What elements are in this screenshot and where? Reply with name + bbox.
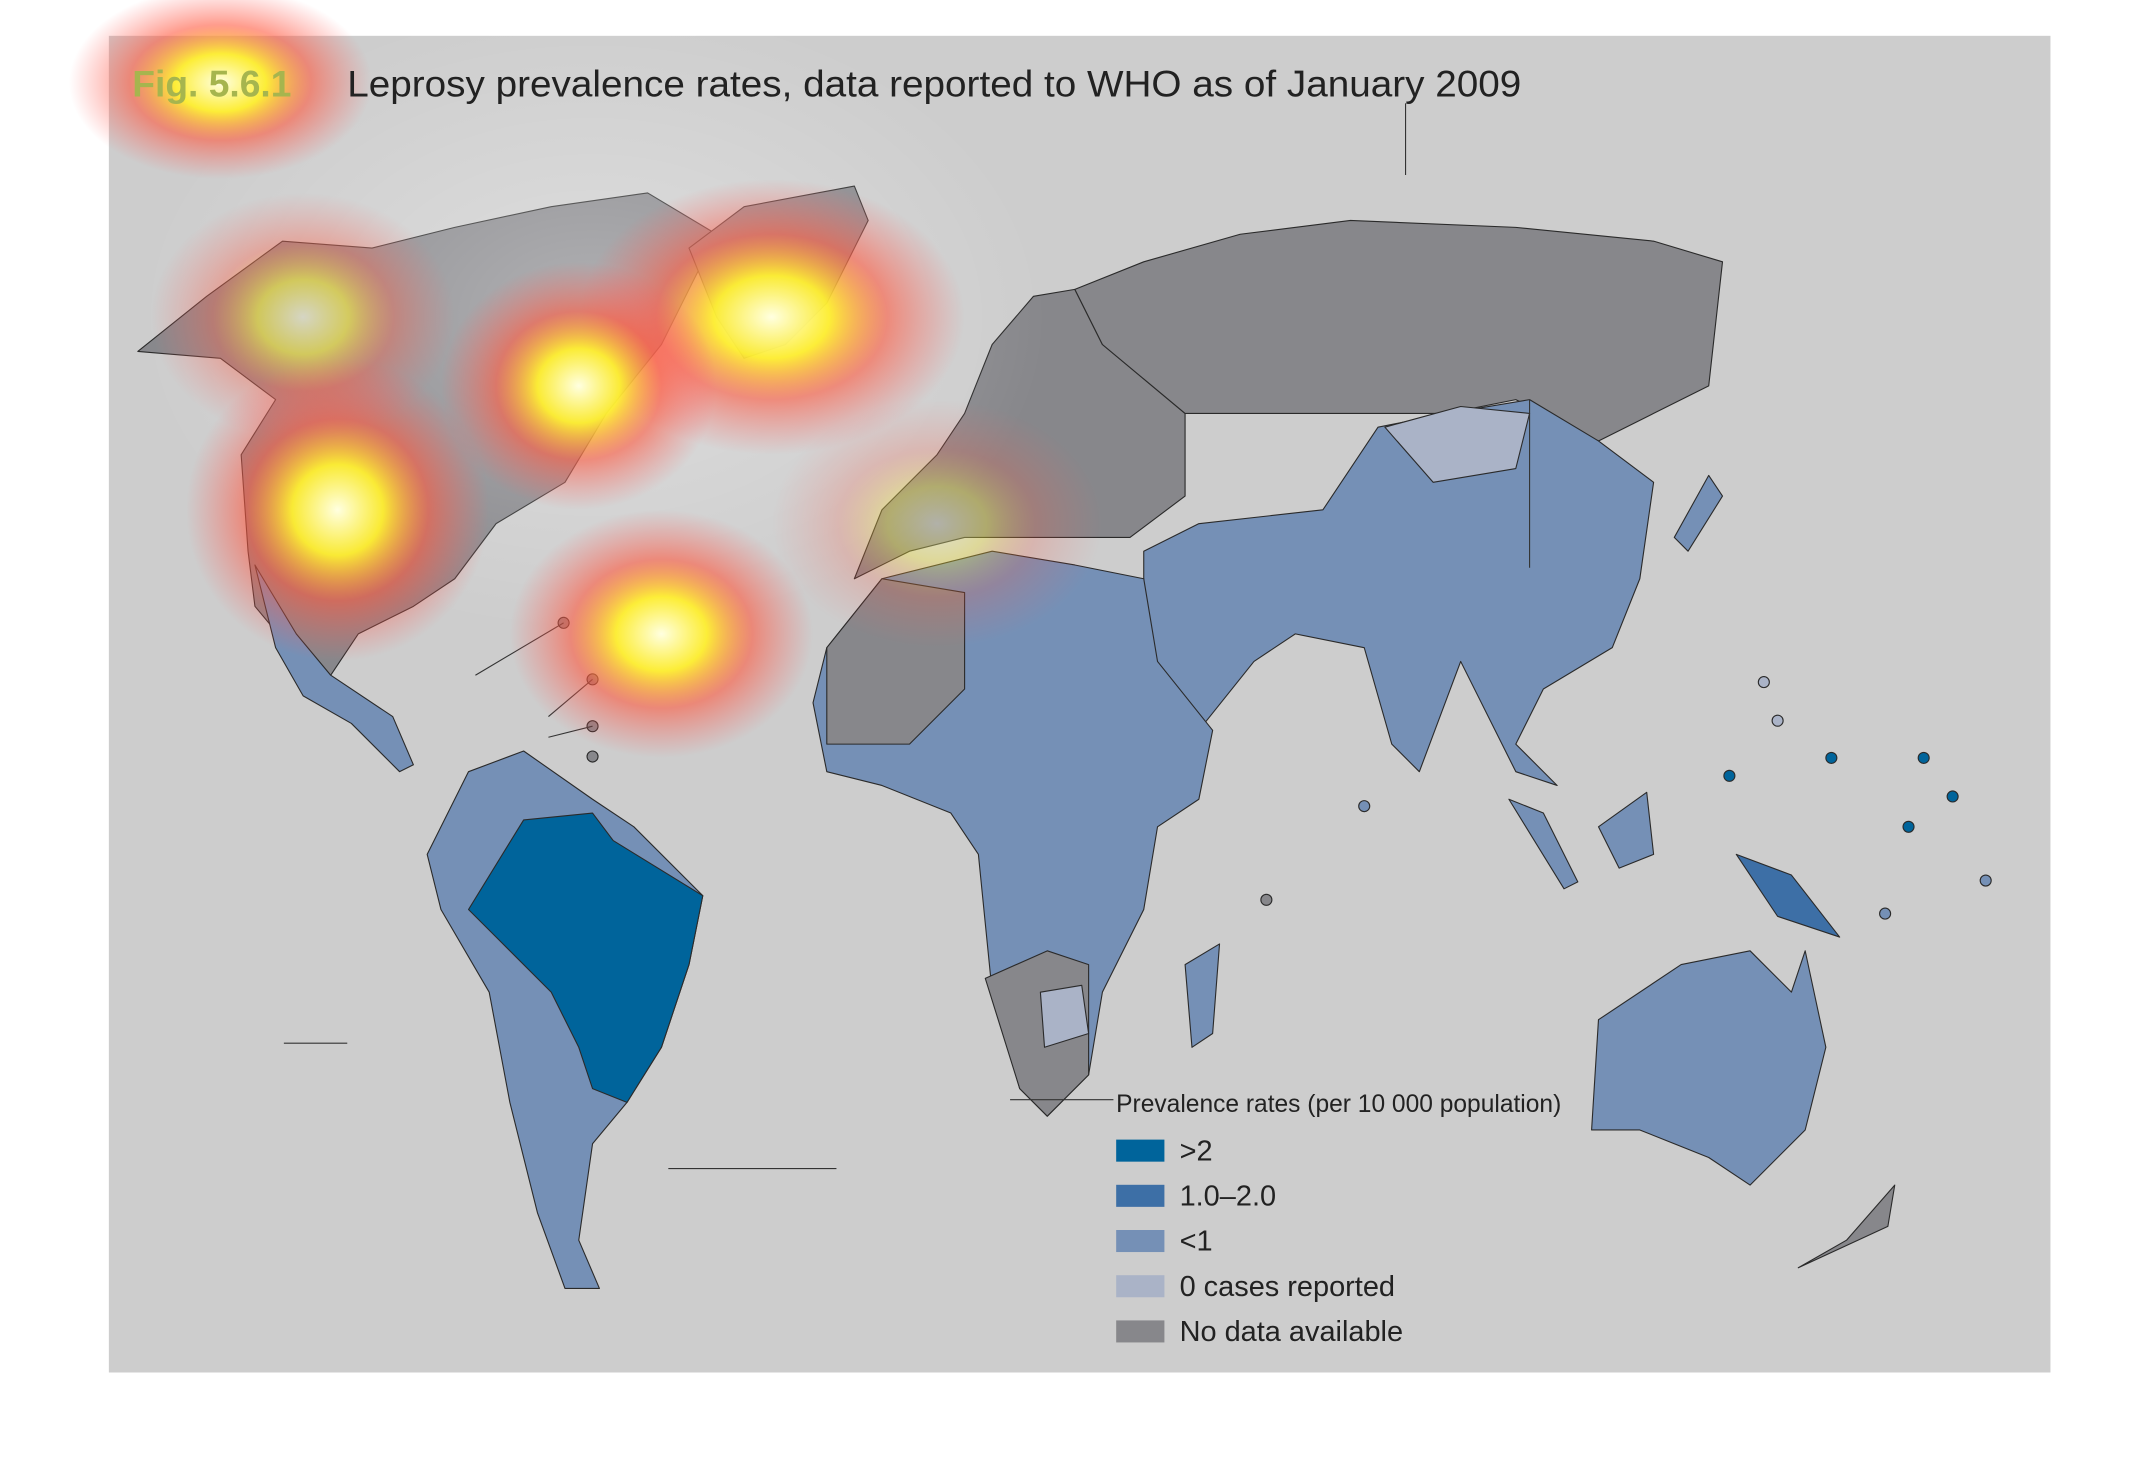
borneo xyxy=(1597,791,1655,869)
legend-label: 1.0–2.0 xyxy=(1180,1180,1277,1212)
mongolia xyxy=(1384,405,1531,483)
new-zealand xyxy=(1797,1184,1896,1269)
island xyxy=(1902,820,1915,833)
island xyxy=(1979,874,1992,887)
island xyxy=(1946,790,1959,803)
island xyxy=(1723,769,1736,782)
island xyxy=(1879,907,1892,920)
map-figure: Fig. 5.6.1 Leprosy prevalence rates, dat… xyxy=(68,0,2051,1373)
legend-label: No data available xyxy=(1180,1316,1404,1348)
legend-swatch xyxy=(1116,1184,1165,1207)
island xyxy=(1771,714,1784,727)
brazil xyxy=(467,812,704,1103)
island xyxy=(1260,893,1273,906)
japan xyxy=(1673,474,1724,552)
island xyxy=(1358,800,1371,813)
legend-label: <1 xyxy=(1180,1226,1213,1258)
legend-swatch xyxy=(1116,1275,1165,1298)
madagascar xyxy=(1184,943,1221,1048)
sumatra xyxy=(1508,798,1579,890)
legend: Prevalence rates (per 10 000 population)… xyxy=(1116,1091,1561,1348)
legend-label: 0 cases reported xyxy=(1180,1271,1395,1303)
figure-number: Fig. 5.6.1 xyxy=(132,62,291,104)
legend-label: >2 xyxy=(1180,1135,1213,1167)
north-asia xyxy=(1074,219,1724,442)
botswana xyxy=(1039,984,1090,1048)
papua xyxy=(1735,853,1841,938)
legend-swatch xyxy=(1116,1230,1165,1253)
legend-swatch xyxy=(1116,1320,1165,1343)
island xyxy=(1757,676,1770,689)
map-title: Leprosy prevalence rates, data reported … xyxy=(347,62,1521,104)
legend-title: Prevalence rates (per 10 000 population) xyxy=(1116,1091,1561,1118)
legend-swatch xyxy=(1116,1139,1165,1162)
australia xyxy=(1591,950,1827,1186)
island xyxy=(586,750,599,763)
heatmap-overlay xyxy=(68,0,1103,758)
island xyxy=(1917,751,1930,764)
island xyxy=(1825,751,1838,764)
